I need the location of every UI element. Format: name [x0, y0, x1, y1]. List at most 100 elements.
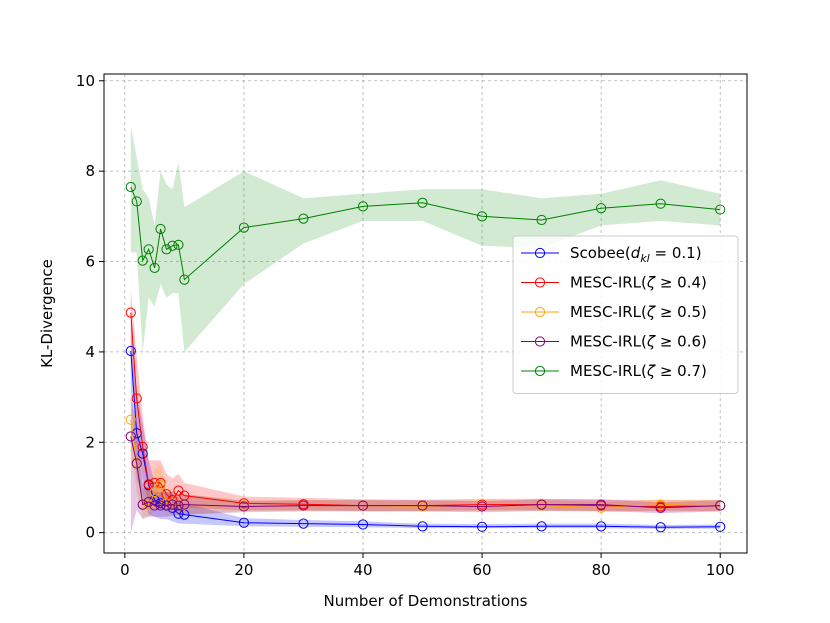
series-4-point: [137, 255, 148, 266]
series-4-point: [238, 222, 250, 233]
series-3-point: [715, 500, 726, 511]
y-tick-label: 10: [76, 72, 95, 90]
series-3-line: [130, 436, 721, 509]
series-3-point: [173, 500, 184, 511]
series-1-point: [125, 307, 136, 318]
tick-layer: 0 20 40 60 80 100 0 2 4 6 8 10: [76, 72, 735, 579]
series-3-point: [417, 500, 428, 511]
series-4-point: [149, 262, 160, 273]
series-4-point: [155, 223, 166, 235]
series-0-point: [155, 498, 166, 509]
series-3-point: [143, 496, 154, 508]
series-4-point: [715, 204, 726, 215]
series-3-point: [155, 500, 166, 511]
series-3-point: [137, 499, 148, 510]
series-0-point: [125, 345, 136, 357]
legend: Scobee(dkl = 0.1) MESC-IRL(ζ ≥ 0.4) MESC-I…: [512, 235, 739, 394]
series-3: [125, 431, 726, 513]
series-0: [125, 345, 726, 533]
series-1-point: [137, 441, 148, 452]
series-2-point: [149, 486, 160, 498]
series-4-point: [179, 274, 190, 285]
series-1-point: [143, 479, 154, 490]
series-0-point: [173, 508, 184, 519]
legend-item-4: MESC-IRL(ζ ≥ 0.7): [521, 362, 707, 380]
series-3-point: [161, 500, 172, 511]
series-2-line: [130, 419, 721, 509]
series-3-point: [536, 499, 547, 510]
series-4-band: [130, 126, 721, 352]
x-tick-label: 40: [353, 561, 372, 579]
legend-frame: [512, 235, 739, 394]
series-4-point: [161, 244, 172, 255]
series-4-point: [476, 211, 488, 222]
legend-label: MESC-IRL(ζ ≥ 0.5): [570, 303, 707, 321]
series-3-point: [167, 499, 178, 510]
series-4-point: [357, 201, 369, 212]
legend-swatch-marker: [534, 277, 546, 288]
legend-item-1: MESC-IRL(ζ ≥ 0.4): [521, 274, 707, 292]
series-4-point: [173, 239, 184, 250]
legend-label: MESC-IRL(ζ ≥ 0.4): [570, 274, 707, 292]
series-3-point: [131, 458, 142, 469]
legend-label: Scobee(dkl = 0.1): [570, 244, 702, 265]
legend-label: MESC-IRL(ζ ≥ 0.6): [570, 333, 707, 351]
series-3-point: [655, 502, 666, 513]
legend-item-3: MESC-IRL(ζ ≥ 0.6): [521, 333, 707, 351]
series-0-band: [130, 320, 721, 529]
y-axis-label: KL-Divergence: [38, 259, 56, 368]
series-4-point: [536, 214, 547, 226]
series-0-point: [417, 521, 428, 532]
series-4-point: [596, 203, 607, 214]
series-0-point: [655, 522, 666, 533]
series-3-point: [238, 501, 250, 512]
series-4-point: [131, 196, 142, 207]
series-0-point: [596, 521, 607, 532]
legend-item-0: Scobee(dkl = 0.1): [521, 244, 702, 265]
series-4: [125, 181, 726, 285]
legend-item-2: MESC-IRL(ζ ≥ 0.5): [521, 303, 707, 321]
y-tick-label: 0: [85, 524, 95, 542]
x-tick-label: 100: [706, 561, 735, 579]
series-3-point: [596, 499, 607, 510]
series-3-band: [130, 397, 721, 533]
series-4-point: [655, 198, 666, 209]
series-2-point: [596, 502, 607, 513]
series-1-point: [155, 477, 166, 489]
y-tick-label: 2: [85, 433, 95, 451]
series-4-point: [417, 197, 428, 208]
series-3-point: [357, 500, 369, 511]
series-4-point: [167, 240, 178, 251]
legend-swatch-marker: [534, 336, 546, 347]
series-0-point: [238, 517, 250, 528]
series-0-point: [476, 521, 488, 532]
legend-swatch-marker: [534, 306, 546, 318]
series-0-point: [298, 518, 309, 529]
legend-label: MESC-IRL(ζ ≥ 0.7): [570, 362, 707, 380]
series-1-point: [173, 485, 184, 496]
series-1-point: [131, 393, 142, 404]
series-2-band: [130, 392, 721, 517]
series-4-point: [143, 244, 154, 255]
series-3-point: [298, 500, 309, 511]
series-2-point: [655, 499, 666, 510]
series-2-point: [161, 498, 172, 509]
series-3-point: [179, 499, 190, 510]
series-1-point: [238, 498, 250, 509]
y-tick-label: 6: [85, 253, 95, 271]
plot-frame: [103, 73, 748, 554]
series-3-point: [149, 500, 160, 511]
x-axis-label: Number of Demonstrations: [324, 592, 528, 610]
x-tick-label: 0: [120, 561, 130, 579]
series-3-point: [125, 431, 136, 442]
series-2-point: [155, 480, 166, 491]
series-0-point: [536, 521, 547, 532]
series-0-point: [715, 521, 726, 532]
series-0-line: [130, 350, 721, 528]
series-3-point: [476, 501, 488, 512]
series-2-point: [125, 414, 136, 425]
x-tick-label: 80: [592, 561, 611, 579]
x-tick-label: 60: [473, 561, 492, 579]
legend-swatch-marker: [534, 247, 546, 259]
